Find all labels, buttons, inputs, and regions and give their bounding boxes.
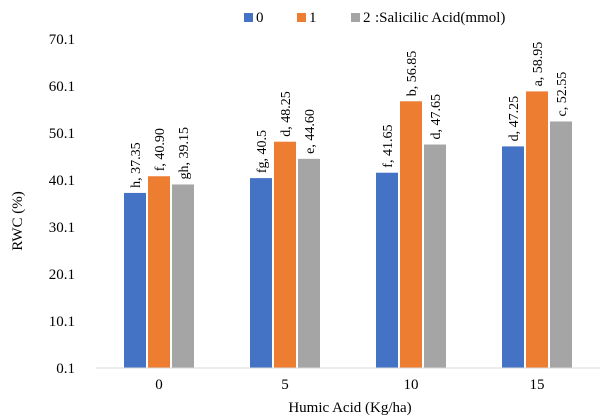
bar-series-0-cat-5 [250, 178, 272, 368]
bar-series-1-cat-5 [274, 141, 296, 368]
x-axis-title: Humic Acid (Kg/ha) [288, 400, 411, 416]
y-tick-label: 40.1 [49, 173, 75, 189]
data-label: c, 52.55 [555, 72, 570, 117]
y-axis: 0.1 10.1 20.1 30.1 40.1 50.1 60.1 70.1 [49, 32, 75, 377]
legend-label: 1 [309, 10, 317, 26]
data-label: f, 41.65 [381, 125, 396, 168]
x-tick-label: 15 [530, 377, 545, 393]
data-label: d, 47.65 [429, 94, 444, 140]
bar-series-0-cat-0 [124, 192, 146, 368]
legend-label: 0 [256, 10, 264, 26]
bar-series-0-cat-15 [502, 146, 524, 368]
y-tick-label: 50.1 [49, 126, 75, 142]
legend-swatch-1 [297, 13, 306, 22]
bar-series-1-cat-10 [400, 101, 422, 369]
x-tick-label: 5 [281, 377, 289, 393]
x-axis: 0 5 10 15 [96, 367, 600, 393]
data-label: d, 48.25 [279, 91, 294, 137]
bar-series-2-cat-5 [298, 158, 320, 368]
y-tick-label: 60.1 [49, 79, 75, 95]
legend-swatch-0 [244, 13, 253, 22]
data-label: h, 37.35 [129, 142, 144, 188]
y-tick-label: 30.1 [49, 220, 75, 236]
data-label: f, 40.90 [153, 128, 168, 171]
data-label: e, 44.60 [303, 109, 318, 154]
data-label: gh, 39.15 [177, 127, 192, 180]
y-tick-label: 70.1 [49, 32, 75, 48]
bar-series-1-cat-0 [148, 176, 170, 368]
y-tick-label: 0.1 [56, 361, 75, 377]
y-tick-label: 10.1 [49, 314, 75, 330]
bar-series-2-cat-10 [424, 144, 446, 368]
data-label: fg, 40.5 [255, 130, 270, 173]
bar-series-1-cat-15 [526, 91, 548, 368]
y-axis-title: RWC (%) [10, 191, 26, 251]
y-tick-label: 20.1 [49, 267, 75, 283]
legend-suffix: :Salicilic Acid(mmol) [375, 10, 505, 26]
bar-series-0-cat-10 [376, 172, 398, 368]
data-label: d, 47.25 [507, 96, 522, 142]
x-tick-label: 10 [404, 377, 419, 393]
bar-series-2-cat-15 [550, 121, 572, 368]
x-tick-label: 0 [155, 377, 163, 393]
data-label: b, 56.85 [405, 51, 420, 97]
bar-series-2-cat-0 [172, 184, 194, 368]
legend-label: 2 [363, 10, 371, 26]
legend: 0 1 2:Salicilic Acid(mmol) [244, 10, 505, 26]
data-label: a, 58.95 [531, 42, 546, 87]
bars: h, 37.35 f, 40.90 gh, 39.15 fg, 40.5 d, 48.2… [124, 42, 572, 369]
legend-swatch-2 [351, 13, 360, 22]
